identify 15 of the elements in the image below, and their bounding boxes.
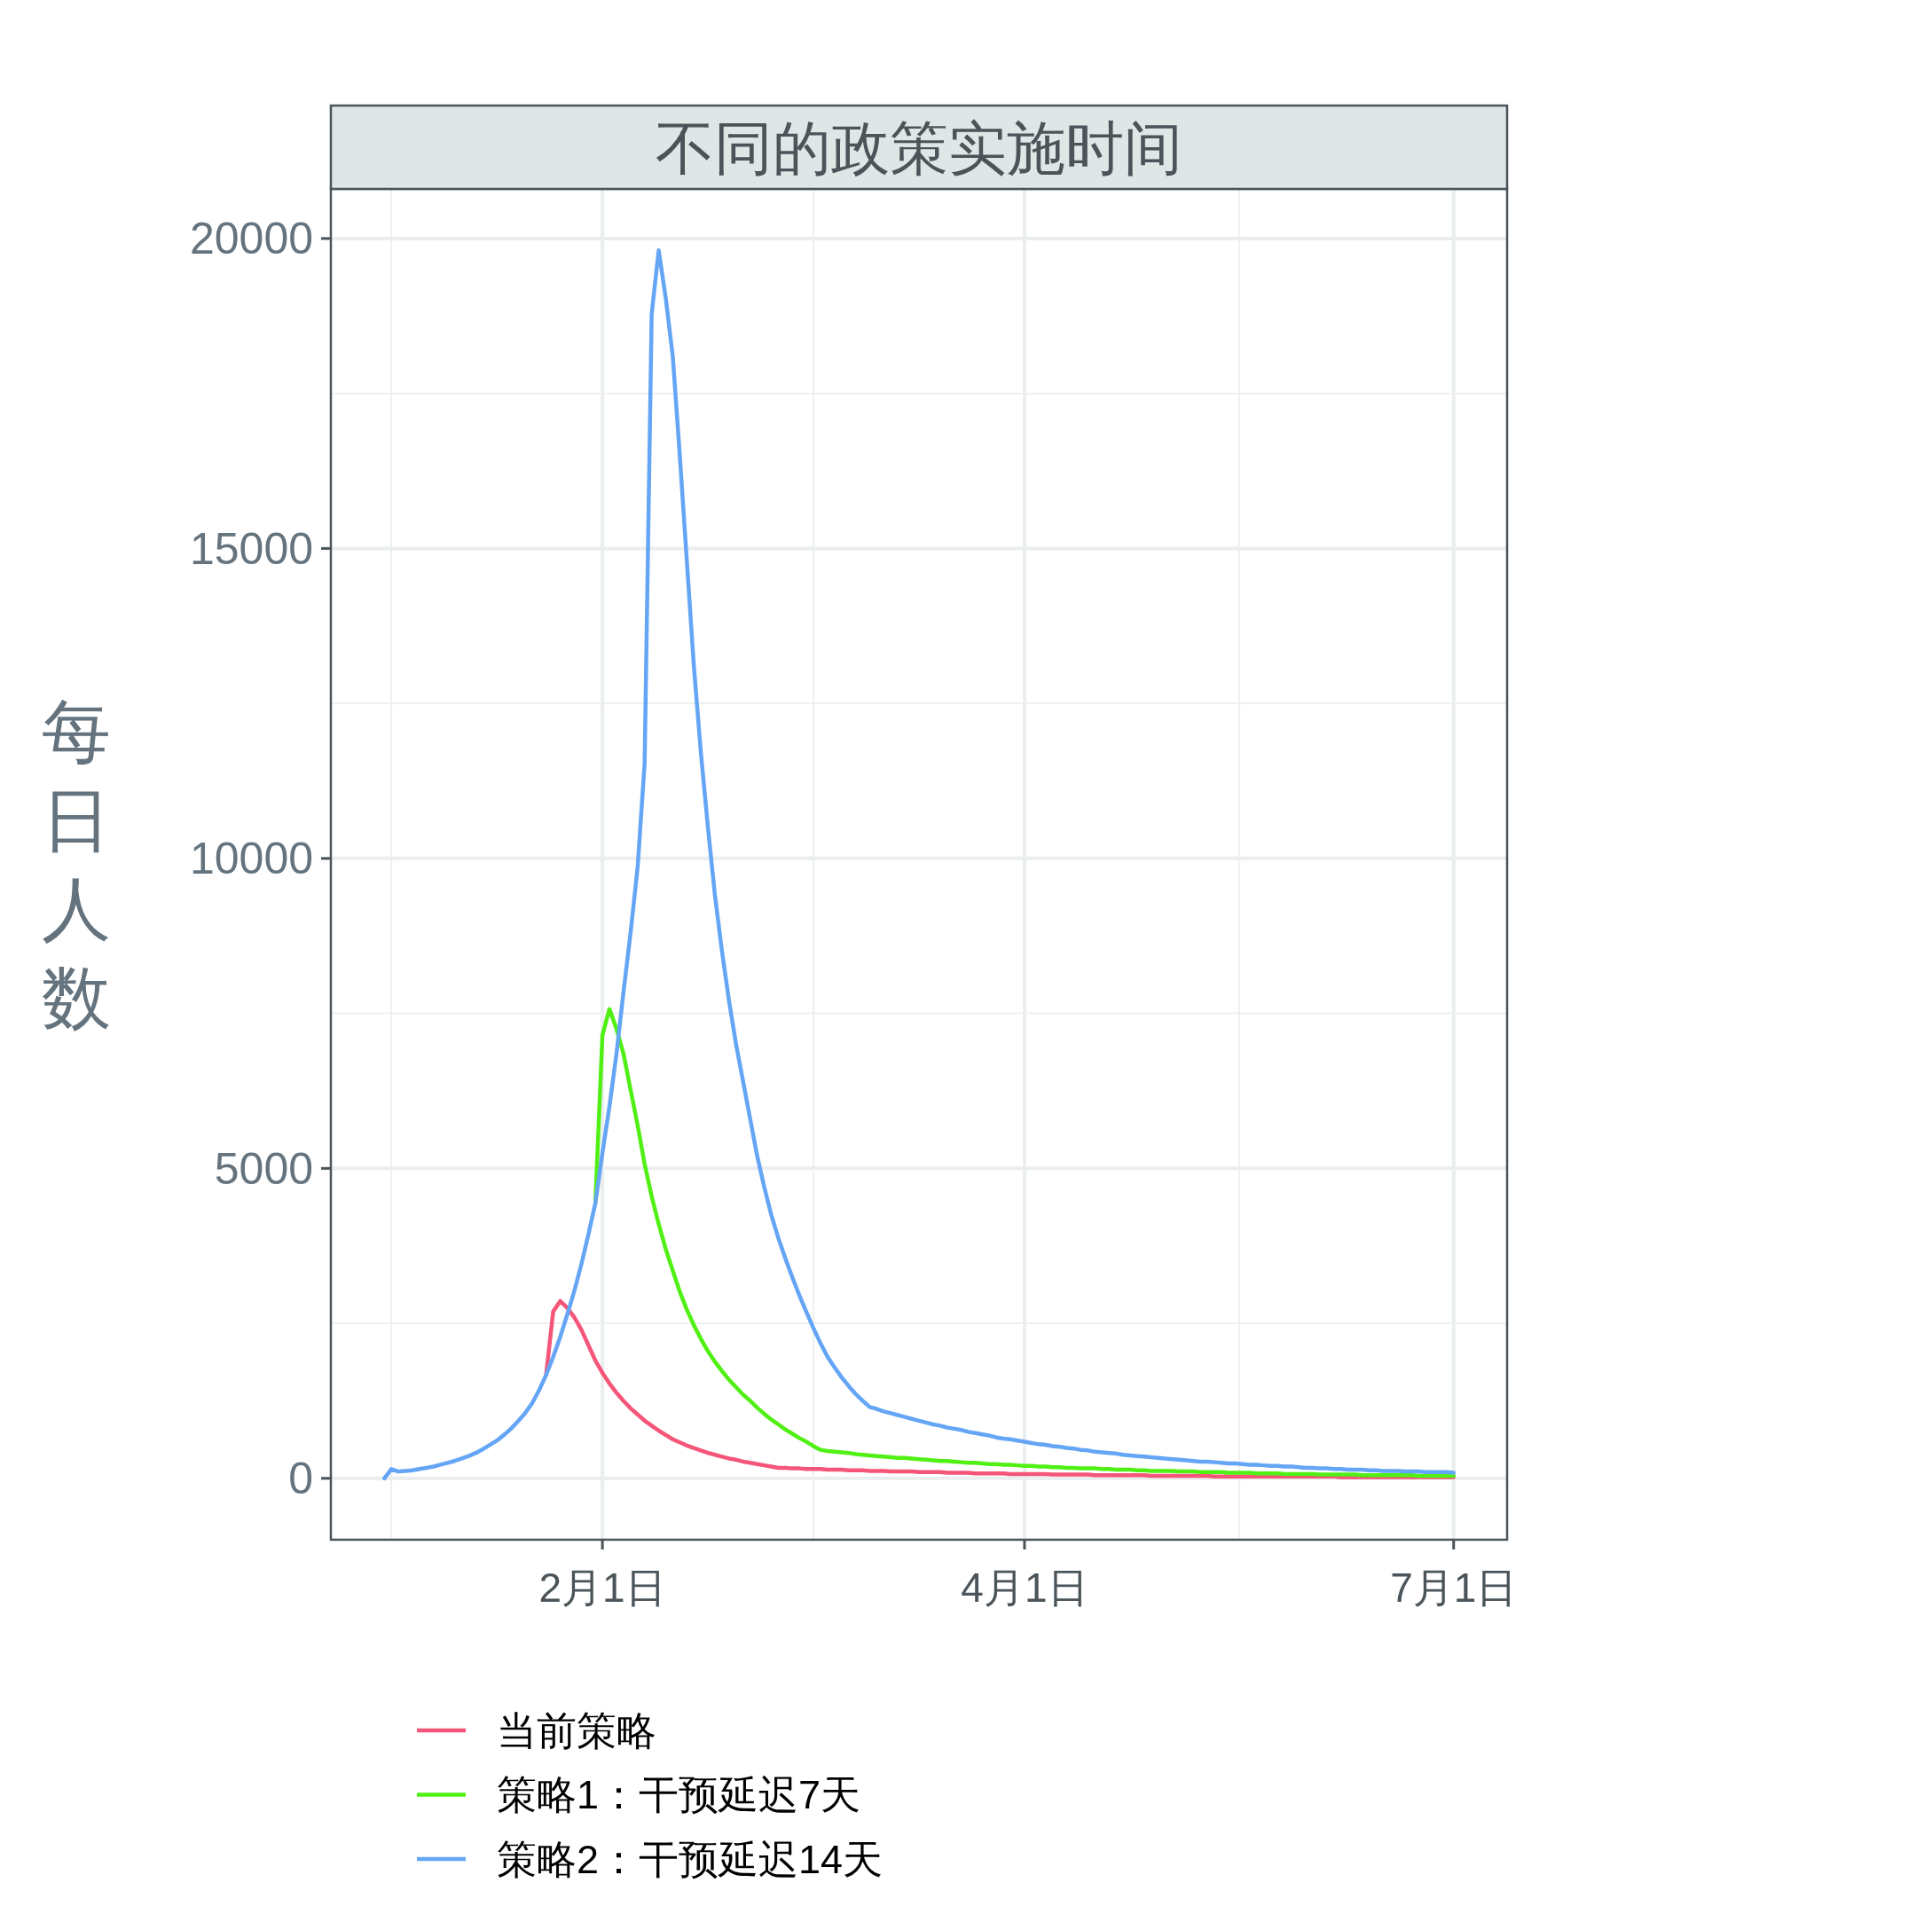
y-tick-label: 10000: [189, 834, 313, 884]
legend-label: 当前策略: [497, 1707, 656, 1753]
chart-title: 不同的政策实施时间: [656, 115, 1182, 181]
x-tick-label: 4月1日: [961, 1565, 1088, 1611]
y-tick-label: 0: [288, 1454, 313, 1504]
y-tick-label: 15000: [189, 523, 313, 574]
legend-label: 策略1：干预延迟7天: [497, 1772, 861, 1818]
line-series: [382, 247, 1456, 1481]
x-tick-label: 7月1日: [1390, 1565, 1518, 1611]
line-series: [593, 1007, 1456, 1479]
y-tick-label: 20000: [189, 214, 313, 264]
y-axis-title: 每日人数: [42, 692, 111, 1037]
x-tick-label: 2月1日: [538, 1565, 666, 1611]
y-tick-label: 5000: [214, 1143, 313, 1194]
legend-label: 策略2：干预延迟14天: [497, 1836, 884, 1882]
